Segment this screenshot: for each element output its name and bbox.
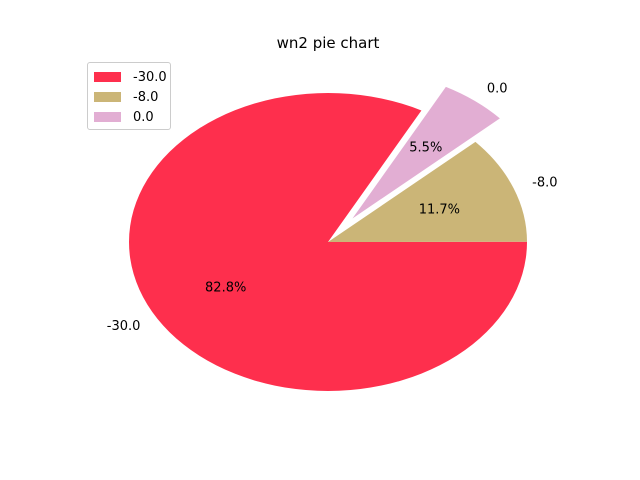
pie-slice [328,141,527,242]
slice-label: 0.0 [487,82,508,97]
chart-title: wn2 pie chart [276,34,380,52]
pie-slice [352,86,500,219]
legend-swatch [94,72,121,82]
legend: -30.0 -8.0 0.0 [87,62,171,130]
legend-swatch [94,92,121,102]
legend-label: -30.0 [133,69,167,85]
slice-label: -30.0 [107,319,141,334]
pie-slice [129,93,527,392]
slice-label: -8.0 [532,175,557,190]
legend-label: -8.0 [133,89,159,105]
legend-swatch [94,112,121,122]
slice-percent-label: 11.7% [419,202,460,217]
slice-percent-label: 5.5% [409,140,442,155]
legend-item: -30.0 [94,69,167,85]
legend-item: -8.0 [94,89,159,105]
legend-label: 0.0 [133,109,154,125]
legend-item: 0.0 [94,109,154,125]
slice-percent-label: 82.8% [205,281,246,296]
